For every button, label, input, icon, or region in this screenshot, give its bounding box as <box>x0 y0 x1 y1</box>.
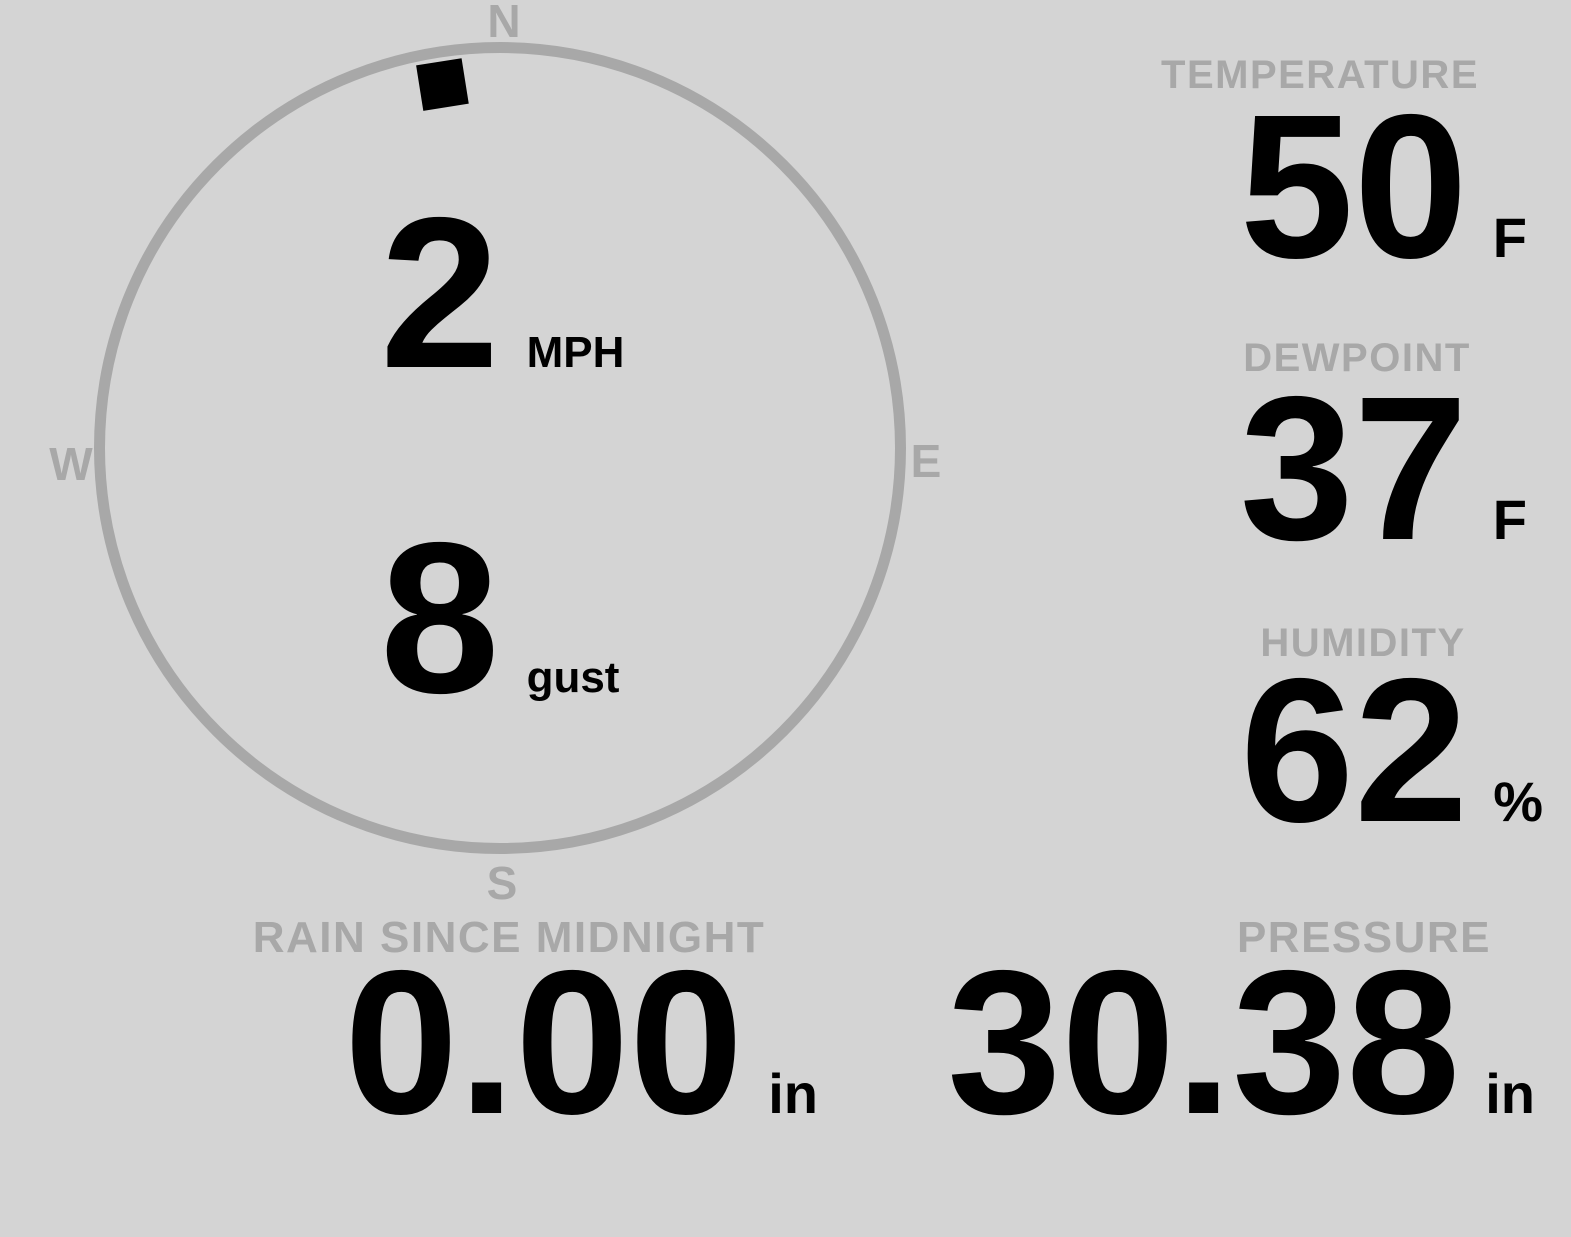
wind-direction-marker <box>416 58 469 111</box>
temperature-label: TEMPERATURE <box>1161 53 1479 97</box>
compass-ring <box>94 42 906 854</box>
cardinal-east: E <box>910 435 942 487</box>
humidity-unit: % <box>1493 770 1543 833</box>
pressure-label: PRESSURE <box>1236 913 1492 962</box>
humidity-reading: 62 % <box>1240 648 1543 853</box>
cardinal-north: N <box>487 0 521 47</box>
dewpoint-label: DEWPOINT <box>1243 336 1471 380</box>
dewpoint-value: 37 <box>1239 354 1468 583</box>
wind-speed-unit: MPH <box>526 328 625 377</box>
pressure-reading: 30.38 in <box>947 940 1535 1145</box>
temperature-value: 50 <box>1239 72 1468 301</box>
rain-reading: 0.00 in <box>344 940 818 1145</box>
humidity-label: HUMIDITY <box>1260 621 1466 665</box>
dewpoint-unit: F <box>1492 488 1527 551</box>
dewpoint-reading: 37 F <box>1240 366 1527 571</box>
cardinal-west: W <box>49 438 93 490</box>
wind-speed: 2 MPH <box>380 185 624 400</box>
wind-speed-value: 2 <box>380 172 500 413</box>
pressure-value: 30.38 <box>947 928 1461 1157</box>
temperature-reading: 50 F <box>1240 84 1527 289</box>
rain-label: RAIN SINCE MIDNIGHT <box>252 913 766 962</box>
wind-gust-unit: gust <box>526 653 620 702</box>
pressure-unit: in <box>1485 1062 1535 1125</box>
cardinal-south: S <box>486 857 518 909</box>
humidity-value: 62 <box>1240 636 1469 865</box>
wind-gust: 8 gust <box>380 510 619 725</box>
rain-unit: in <box>768 1062 818 1125</box>
rain-value: 0.00 <box>344 928 744 1157</box>
wind-gust-value: 8 <box>380 497 500 738</box>
temperature-unit: F <box>1492 206 1527 269</box>
